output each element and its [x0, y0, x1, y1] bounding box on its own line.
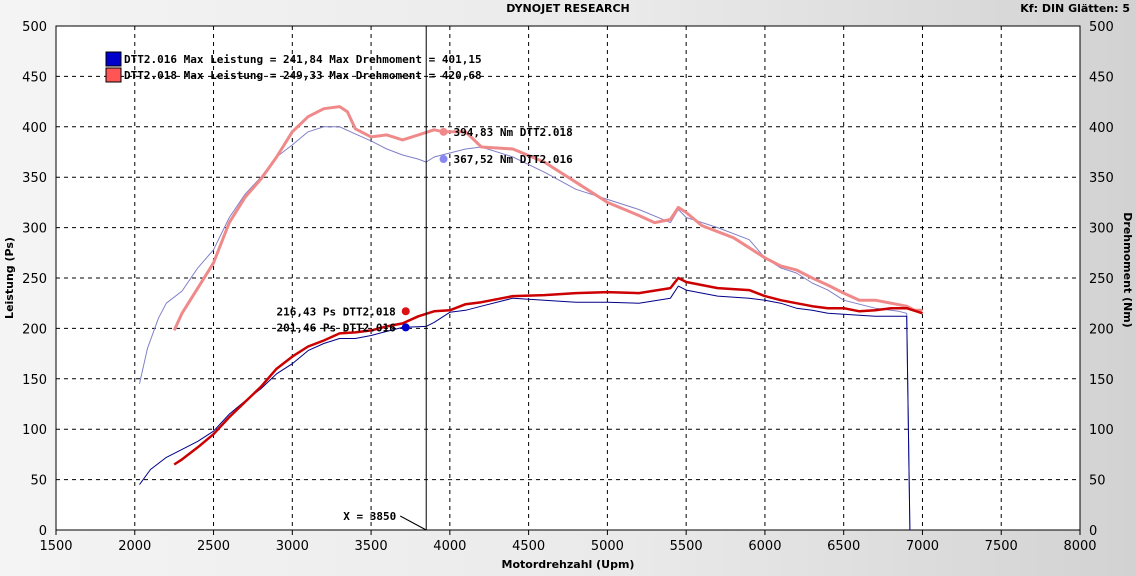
y-tick-label-left: 50	[30, 474, 47, 489]
series-dtt2-018-drehmoment	[172, 105, 923, 332]
x-tick-label: 6500	[827, 539, 860, 554]
y-tick-label-right: 100	[1089, 423, 1114, 438]
x-tick-label: 7000	[906, 539, 939, 554]
x-tick-label: 2500	[197, 539, 230, 554]
legend-swatch	[105, 51, 122, 67]
y-tick-label-left: 500	[22, 20, 47, 35]
annotation-marker	[401, 307, 410, 316]
x-tick-label: 4500	[512, 539, 545, 554]
series-dtt2-018-leistung	[173, 276, 923, 466]
y-tick-label-left: 150	[22, 373, 47, 388]
y-tick-label-left: 300	[22, 222, 47, 237]
grid	[55, 26, 1081, 535]
x-tick-label: 7500	[985, 539, 1018, 554]
x-tick-label: 3000	[276, 539, 309, 554]
y-tick-label-right: 200	[1089, 322, 1114, 337]
tick-labels: 1500 2000 2500 3000 3500 4000 4500 5000 5500 6000…	[22, 20, 1114, 554]
annotation-marker	[401, 323, 410, 332]
x-tick-label: 8000	[1063, 539, 1096, 554]
y-tick-label-left: 0	[39, 524, 47, 539]
y-tick-label-left: 250	[22, 272, 47, 287]
x-tick-label: 4000	[433, 539, 466, 554]
annotation-marker	[439, 155, 448, 164]
cursor-pointer	[399, 515, 427, 531]
cursor[interactable]: X = 3850	[343, 26, 427, 531]
chart-settings: Kf: DIN Glätten: 5	[1020, 2, 1130, 15]
x-tick-label: 5500	[670, 539, 703, 554]
x-tick-label: 2000	[118, 539, 151, 554]
y-tick-label-right: 250	[1089, 272, 1114, 287]
y-axis-left-title: Leistung (Ps)	[3, 237, 16, 319]
annotation-label: 216,43 Ps DTT2.018	[277, 305, 396, 318]
y-tick-label-left: 450	[22, 70, 47, 85]
legend-label: DTT2.018 Max Leistung = 249,33 Max Drehm…	[124, 69, 482, 82]
series-dtt2-016-drehmoment	[139, 126, 911, 530]
y-axis-right-title: Drehmoment (Nm)	[1121, 212, 1134, 327]
annotations: 394,83 Nm DTT2.018 367,52 Nm DTT2.016 216,…	[277, 126, 574, 335]
x-tick-label: 3500	[355, 539, 388, 554]
y-tick-label-left: 400	[22, 121, 47, 136]
legend: DTT2.016 Max Leistung = 241,84 Max Drehm…	[105, 51, 482, 83]
annotation-marker	[439, 127, 448, 136]
x-axis-title: Motordrehzahl (Upm)	[502, 558, 635, 571]
y-tick-label-left: 350	[22, 171, 47, 186]
cursor-label: X = 3850	[343, 510, 396, 523]
x-tick-label: 1500	[39, 539, 72, 554]
y-tick-label-right: 350	[1089, 171, 1114, 186]
y-tick-label-right: 300	[1089, 222, 1114, 237]
y-tick-label-right: 500	[1089, 20, 1114, 35]
y-tick-label-right: 450	[1089, 70, 1114, 85]
annotation-label: 394,83 Nm DTT2.018	[454, 126, 573, 139]
x-tick-label: 5000	[591, 539, 624, 554]
y-tick-label-left: 200	[22, 322, 47, 337]
legend-swatch	[105, 67, 122, 83]
series-layer	[139, 105, 923, 530]
annotation-label: 367,52 Nm DTT2.016	[454, 153, 574, 166]
legend-label: DTT2.016 Max Leistung = 241,84 Max Drehm…	[124, 53, 482, 66]
y-tick-label-right: 400	[1089, 121, 1114, 136]
annotation-label: 201,46 Ps DTT2.016	[277, 321, 397, 334]
x-tick-label: 6000	[748, 539, 781, 554]
y-tick-label-right: 50	[1089, 474, 1106, 489]
y-tick-label-right: 150	[1089, 373, 1114, 388]
chart-title: DYNOJET RESEARCH	[506, 2, 629, 15]
y-tick-label-right: 0	[1089, 524, 1097, 539]
y-tick-label-left: 100	[22, 423, 47, 438]
